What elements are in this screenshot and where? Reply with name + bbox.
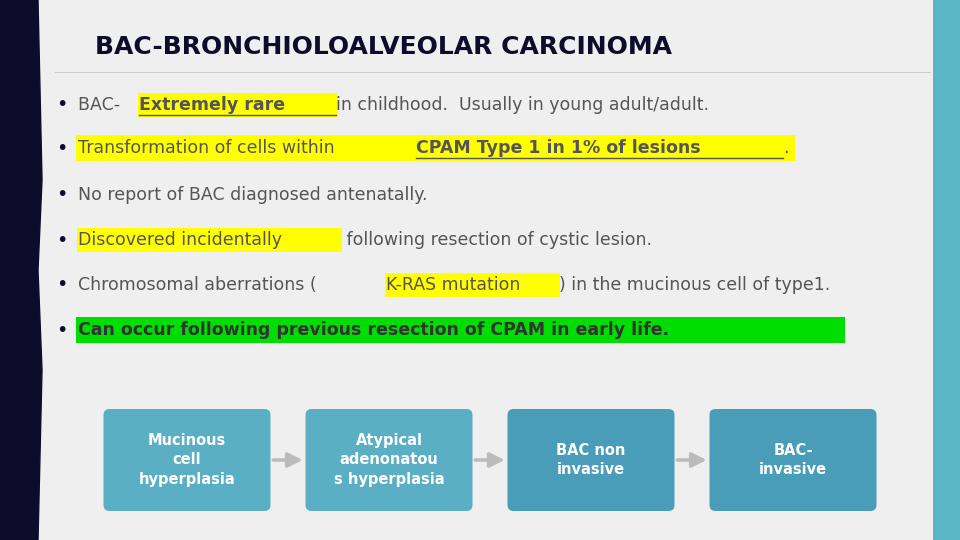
Text: in childhood.  Usually in young adult/adult.: in childhood. Usually in young adult/adu… — [336, 96, 708, 114]
FancyBboxPatch shape — [385, 273, 561, 297]
FancyBboxPatch shape — [138, 93, 337, 117]
Text: •: • — [57, 186, 68, 205]
Text: No report of BAC diagnosed antenatally.: No report of BAC diagnosed antenatally. — [78, 186, 427, 204]
FancyBboxPatch shape — [933, 0, 960, 540]
Text: Discovered incidentally: Discovered incidentally — [78, 231, 282, 249]
Text: •: • — [57, 321, 68, 340]
Text: Can occur following previous resection of CPAM in early life.: Can occur following previous resection o… — [78, 321, 669, 339]
Text: •: • — [57, 275, 68, 294]
FancyBboxPatch shape — [709, 409, 876, 511]
Text: Atypical
adenonatou
s hyperplasia: Atypical adenonatou s hyperplasia — [334, 433, 444, 487]
Text: BAC non
invasive: BAC non invasive — [556, 443, 626, 477]
Polygon shape — [0, 0, 42, 540]
FancyBboxPatch shape — [77, 228, 342, 252]
Text: BAC-BRONCHIOLOALVEOLAR CARCINOMA: BAC-BRONCHIOLOALVEOLAR CARCINOMA — [95, 35, 672, 59]
Text: •: • — [57, 231, 68, 249]
Text: .: . — [783, 139, 789, 157]
FancyBboxPatch shape — [305, 409, 472, 511]
FancyBboxPatch shape — [76, 135, 795, 161]
Text: BAC-
invasive: BAC- invasive — [759, 443, 828, 477]
Text: K-RAS mutation: K-RAS mutation — [386, 276, 520, 294]
Text: •: • — [57, 96, 68, 114]
Text: Chromosomal aberrations (: Chromosomal aberrations ( — [78, 276, 317, 294]
Text: CPAM Type 1 in 1% of lesions: CPAM Type 1 in 1% of lesions — [417, 139, 701, 157]
FancyBboxPatch shape — [508, 409, 675, 511]
Text: Extremely rare: Extremely rare — [139, 96, 292, 114]
Text: following resection of cystic lesion.: following resection of cystic lesion. — [341, 231, 652, 249]
Text: •: • — [57, 138, 68, 158]
Text: Transformation of cells within: Transformation of cells within — [78, 139, 340, 157]
FancyBboxPatch shape — [76, 317, 845, 343]
FancyBboxPatch shape — [104, 409, 271, 511]
Text: BAC-: BAC- — [78, 96, 126, 114]
Text: Mucinous
cell
hyperplasia: Mucinous cell hyperplasia — [138, 433, 235, 487]
Text: ) in the mucinous cell of type1.: ) in the mucinous cell of type1. — [560, 276, 830, 294]
